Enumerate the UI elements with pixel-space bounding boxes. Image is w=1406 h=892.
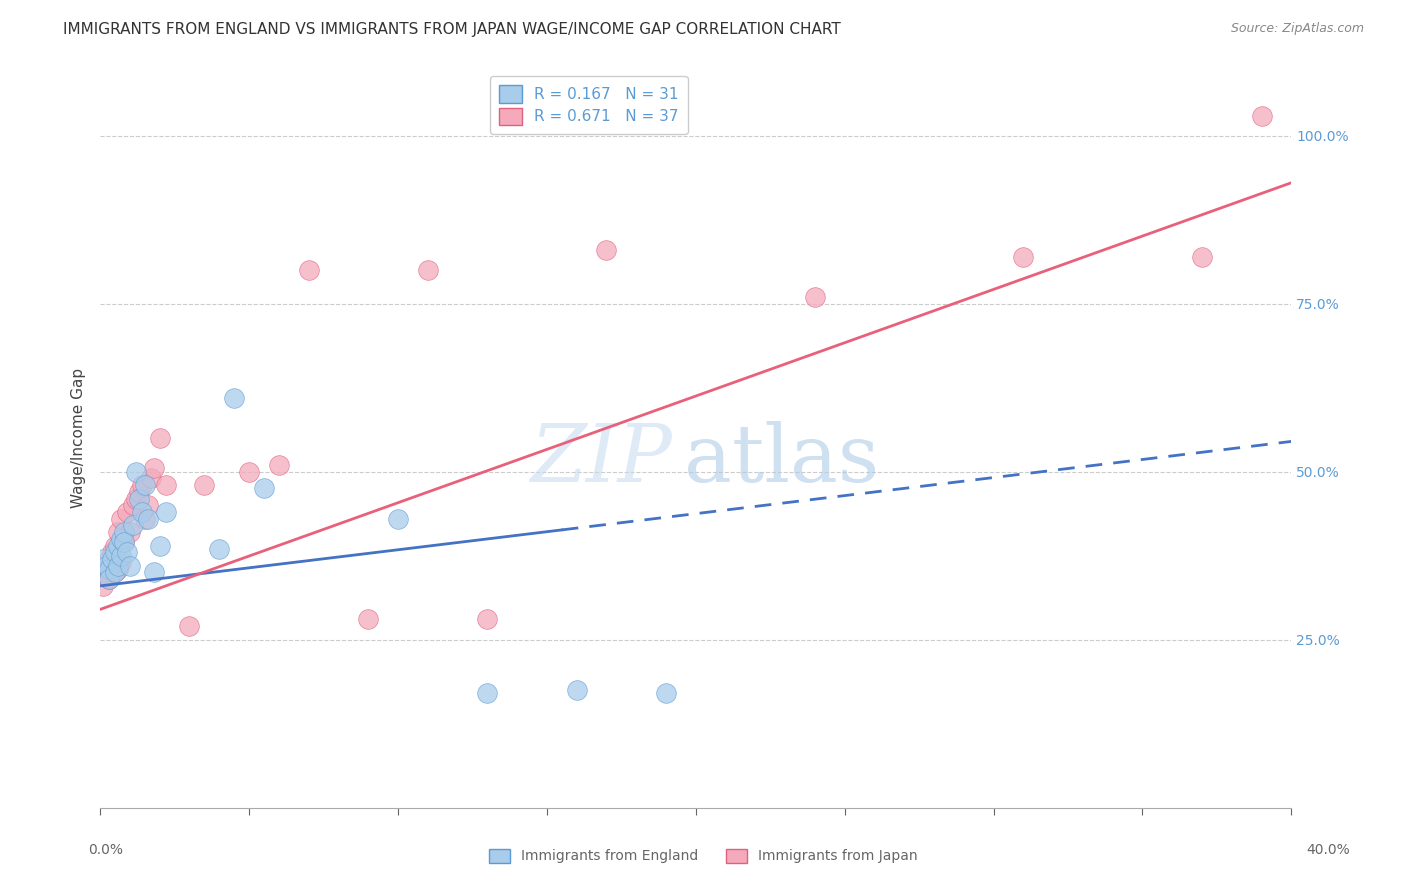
Point bbox=[179, 619, 201, 633]
Point bbox=[595, 243, 617, 257]
Point bbox=[122, 518, 145, 533]
Point bbox=[107, 525, 129, 540]
Point bbox=[136, 498, 159, 512]
Text: 0.0%: 0.0% bbox=[89, 843, 122, 857]
Point bbox=[134, 478, 156, 492]
Point bbox=[155, 478, 177, 492]
Point bbox=[224, 391, 246, 405]
Text: IMMIGRANTS FROM ENGLAND VS IMMIGRANTS FROM JAPAN WAGE/INCOME GAP CORRELATION CHA: IMMIGRANTS FROM ENGLAND VS IMMIGRANTS FR… bbox=[63, 22, 841, 37]
Point bbox=[101, 545, 124, 559]
Point bbox=[416, 263, 439, 277]
Point bbox=[98, 552, 121, 566]
Point bbox=[104, 566, 127, 580]
Point bbox=[98, 562, 121, 576]
Point bbox=[94, 558, 117, 573]
Point bbox=[125, 491, 148, 506]
Point bbox=[125, 465, 148, 479]
Point bbox=[253, 482, 276, 496]
Point bbox=[267, 458, 290, 472]
Point bbox=[1012, 250, 1035, 264]
Point bbox=[101, 552, 124, 566]
Point bbox=[655, 686, 678, 700]
Point bbox=[104, 539, 127, 553]
Point bbox=[804, 290, 827, 304]
Point bbox=[115, 545, 138, 559]
Point bbox=[357, 612, 380, 626]
Point bbox=[387, 511, 409, 525]
Point bbox=[155, 505, 177, 519]
Point bbox=[193, 478, 215, 492]
Point bbox=[91, 552, 114, 566]
Point bbox=[91, 579, 114, 593]
Point bbox=[142, 461, 165, 475]
Point bbox=[1191, 250, 1213, 264]
Point bbox=[238, 465, 260, 479]
Point bbox=[565, 683, 588, 698]
Point bbox=[112, 525, 135, 540]
Point bbox=[208, 541, 231, 556]
Point bbox=[107, 558, 129, 573]
Point bbox=[131, 478, 153, 492]
Point bbox=[115, 505, 138, 519]
Point bbox=[122, 498, 145, 512]
Text: Source: ZipAtlas.com: Source: ZipAtlas.com bbox=[1230, 22, 1364, 36]
Point bbox=[98, 572, 121, 586]
Legend: Immigrants from England, Immigrants from Japan: Immigrants from England, Immigrants from… bbox=[484, 843, 922, 869]
Point bbox=[112, 535, 135, 549]
Point bbox=[104, 566, 127, 580]
Point bbox=[297, 263, 319, 277]
Point bbox=[118, 558, 141, 573]
Point bbox=[110, 532, 132, 546]
Point bbox=[94, 566, 117, 580]
Point bbox=[118, 525, 141, 540]
Point bbox=[110, 549, 132, 563]
Text: ZIP: ZIP bbox=[530, 422, 672, 499]
Point bbox=[107, 562, 129, 576]
Point bbox=[128, 491, 150, 506]
Legend: R = 0.167   N = 31, R = 0.671   N = 37: R = 0.167 N = 31, R = 0.671 N = 37 bbox=[489, 76, 688, 135]
Point bbox=[149, 539, 172, 553]
Point bbox=[128, 484, 150, 499]
Point bbox=[477, 686, 499, 700]
Point bbox=[136, 511, 159, 525]
Point bbox=[104, 545, 127, 559]
Point bbox=[142, 566, 165, 580]
Text: 40.0%: 40.0% bbox=[1306, 843, 1351, 857]
Point bbox=[112, 535, 135, 549]
Point bbox=[131, 505, 153, 519]
Point bbox=[110, 511, 132, 525]
Point bbox=[98, 572, 121, 586]
Point bbox=[1250, 109, 1272, 123]
Point bbox=[107, 539, 129, 553]
Point bbox=[134, 511, 156, 525]
Y-axis label: Wage/Income Gap: Wage/Income Gap bbox=[72, 368, 86, 508]
Text: atlas: atlas bbox=[683, 421, 879, 500]
Point bbox=[149, 431, 172, 445]
Point bbox=[110, 555, 132, 569]
Point bbox=[139, 471, 162, 485]
Point bbox=[477, 612, 499, 626]
